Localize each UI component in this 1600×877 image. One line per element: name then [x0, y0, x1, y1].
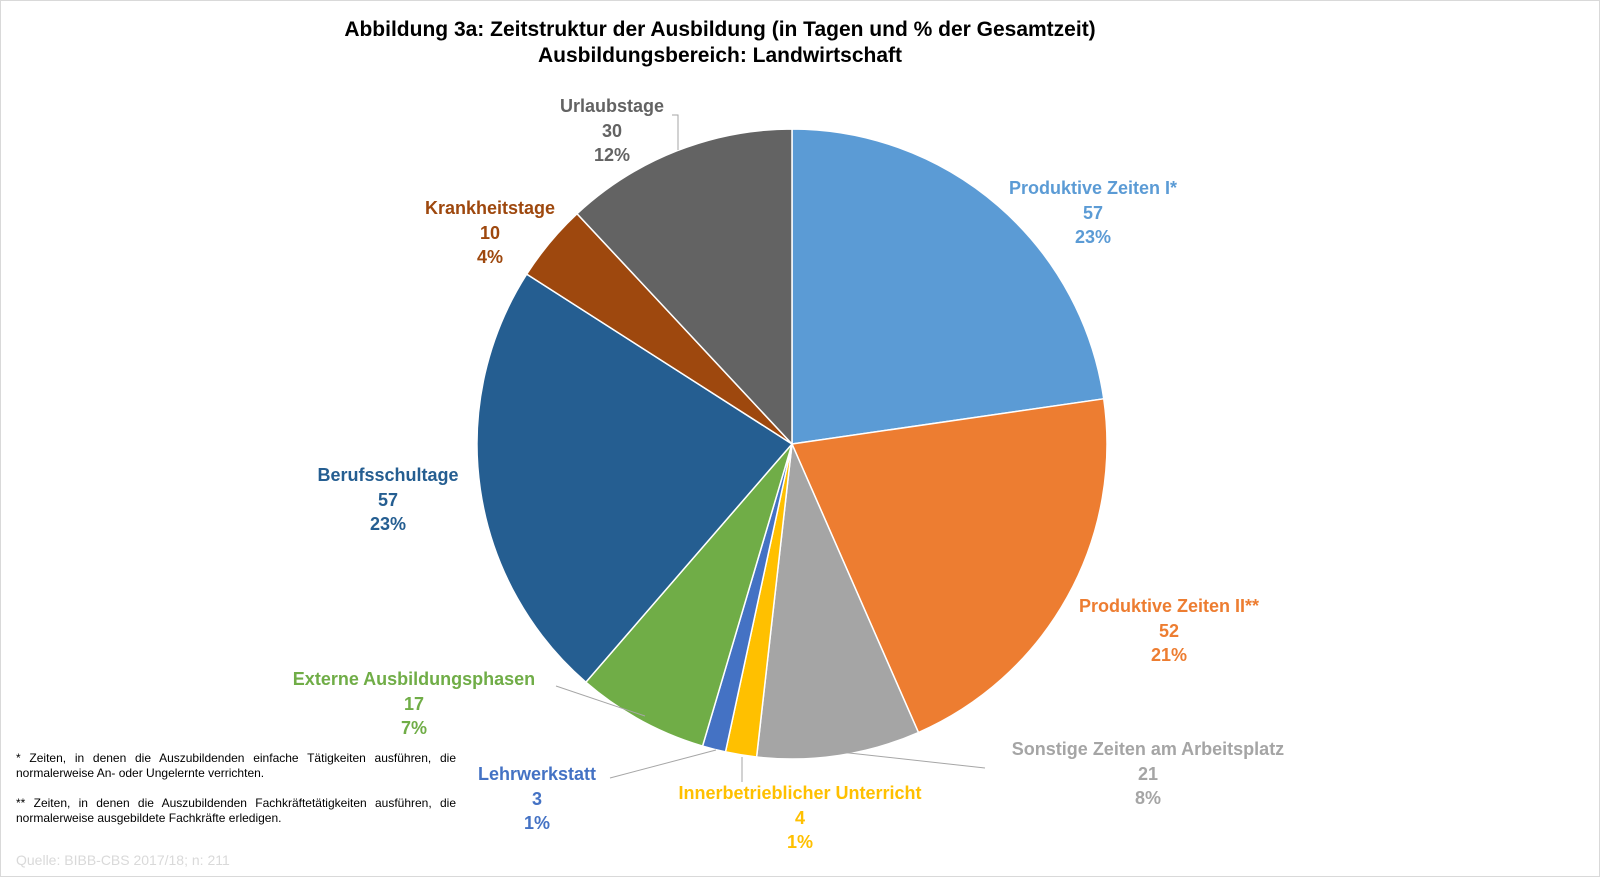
pie-slice-6	[476, 273, 794, 684]
data-label-percent: 12%	[593, 145, 631, 165]
footnote-1: * Zeiten, in denen die Auszubildenden ei…	[16, 751, 456, 780]
data-label-percent: 4%	[476, 247, 504, 267]
leader-line	[672, 114, 679, 150]
data-label: Sonstige Zeiten am Arbeitsplatz 21 8%	[1012, 737, 1284, 811]
data-label-value: 57	[1082, 202, 1104, 223]
data-label: Produktive Zeiten I* 57 23%	[1009, 176, 1177, 250]
data-label: Lehrwerkstatt 3 1%	[478, 762, 596, 836]
data-label-value: 21	[1137, 763, 1159, 784]
data-label-percent: 1%	[786, 832, 813, 852]
data-label-percent: 8%	[1134, 788, 1162, 808]
data-label-value: 4	[794, 807, 805, 828]
data-label-percent: 7%	[400, 718, 428, 738]
data-label-name: Sonstige Zeiten am Arbeitsplatz	[1011, 739, 1285, 759]
data-label-name: Produktive Zeiten II**	[1078, 596, 1260, 616]
data-label-name: Urlaubstage	[559, 96, 665, 116]
chart-title: Abbildung 3a: Zeitstruktur der Ausbildun…	[344, 18, 1096, 41]
leader-line	[555, 685, 646, 717]
data-label-value: 10	[479, 222, 501, 243]
data-label-percent: 21%	[1150, 645, 1188, 665]
data-label: Urlaubstage 30 12%	[560, 94, 664, 168]
data-label-name: Innerbetrieblicher Unterricht	[678, 783, 922, 803]
data-label: Externe Ausbildungsphasen 17 7%	[293, 667, 535, 741]
data-label-value: 17	[403, 693, 425, 714]
pie-slice-8	[575, 128, 793, 446]
data-label-name: Externe Ausbildungsphasen	[292, 669, 536, 689]
data-label-value: 3	[531, 788, 543, 809]
leader-line	[839, 751, 986, 769]
pie-slice-0	[791, 128, 1105, 445]
data-label: Innerbetrieblicher Unterricht 4 1%	[678, 781, 921, 855]
data-label-percent: 1%	[523, 813, 551, 833]
pie-slice-2	[755, 441, 920, 760]
data-label: Berufsschultage 57 23%	[317, 463, 458, 537]
pie-slice-5	[584, 443, 793, 747]
data-label-name: Berufsschultage	[317, 465, 459, 485]
data-label-value: 30	[601, 120, 623, 141]
data-label-name: Krankheitstage	[424, 198, 556, 218]
data-label-value: 57	[377, 489, 399, 510]
pie-slice-1	[790, 397, 1108, 734]
data-label: Produktive Zeiten II** 52 21%	[1079, 594, 1259, 668]
chart-subtitle: Ausbildungsbereich: Landwirtschaft	[537, 44, 903, 67]
data-label: Krankheitstage 10 4%	[425, 196, 555, 270]
data-label-percent: 23%	[1074, 227, 1112, 247]
data-label-name: Produktive Zeiten I*	[1008, 178, 1178, 198]
leader-line	[609, 749, 717, 779]
data-label-name: Lehrwerkstatt	[477, 764, 597, 784]
source-note: Quelle: BIBB-CBS 2017/18; n: 211	[16, 852, 230, 868]
footnote-2: ** Zeiten, in denen die Auszubildenden F…	[16, 796, 456, 825]
data-label-percent: 23%	[369, 514, 407, 534]
data-label-value: 52	[1158, 620, 1180, 641]
